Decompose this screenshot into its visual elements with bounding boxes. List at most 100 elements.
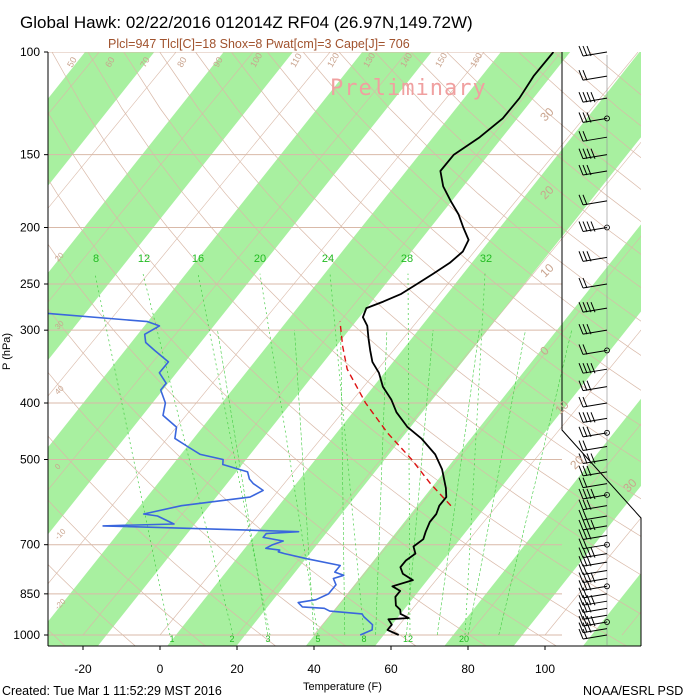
isotherm-band <box>48 52 155 186</box>
wind-barb-flag <box>582 465 588 477</box>
dry-adiabat-label: 70 <box>138 55 152 69</box>
wind-barb <box>578 277 608 289</box>
wind-barb <box>578 587 608 599</box>
wind-barb-flag <box>586 148 592 159</box>
wind-barb-flag <box>586 555 592 567</box>
dewpoint-line <box>48 312 374 636</box>
wind-barb-flag <box>590 148 596 159</box>
mixing-ratio-line <box>329 273 365 636</box>
dry-adiabat <box>48 371 347 646</box>
mixing-ratio-label: 20 <box>459 634 469 644</box>
moist-adiabat <box>375 330 388 636</box>
y-tick-label: 400 <box>20 396 40 410</box>
background-layer: Preliminary <box>48 52 641 646</box>
calm-wind-circle <box>604 347 610 354</box>
calm-wind-circle <box>604 224 610 231</box>
x-tick-label: 100 <box>535 662 555 676</box>
wind-barb-flag <box>578 488 584 500</box>
wind-barb-flag <box>578 148 584 159</box>
dry-adiabat-label: 150 <box>433 51 449 69</box>
wind-barb <box>578 344 610 355</box>
wind-barb-flag <box>582 148 588 159</box>
wind-barb-flag <box>582 622 588 633</box>
y-tick-label: 300 <box>20 323 40 337</box>
wind-barb <box>578 112 610 123</box>
wind-barb-flag <box>590 519 596 531</box>
wind-barb-flag <box>578 91 584 103</box>
isotherm-line <box>467 423 641 636</box>
dry-adiabat <box>48 178 557 646</box>
wind-barb-flag <box>578 131 584 142</box>
dry-adiabat-label: 160 <box>468 51 484 69</box>
mixing-ratio-line <box>464 273 486 636</box>
mixing-ratio-label: 5 <box>315 634 320 644</box>
wind-barb-flag <box>586 91 592 103</box>
moist-adiabat <box>498 330 572 636</box>
isotherm-line <box>48 52 408 491</box>
wind-barb-flag <box>578 564 584 575</box>
wind-barb-flag <box>586 112 592 123</box>
wind-barb-flag <box>586 221 592 232</box>
wind-barb-flag <box>590 363 596 374</box>
wind-barb <box>578 538 610 550</box>
wind-barb-flag <box>578 194 584 206</box>
mixing-ratio-label: 1 <box>169 634 174 644</box>
dry-adiabat <box>48 435 277 646</box>
isotherm-band <box>48 52 293 361</box>
moist-adiabat <box>217 330 269 636</box>
chart-subtitle: Plcl=947 Tlcl[C]=18 Shox=8 Pwat[cm]=3 Ca… <box>108 37 410 51</box>
wind-barb-flag <box>578 363 584 374</box>
dry-adiabat <box>48 499 207 646</box>
mixing-ratio-label: 20 <box>254 253 266 265</box>
wind-barb-flag <box>582 609 588 620</box>
wind-barb-flag <box>586 323 592 335</box>
wind-barb-flag <box>586 426 592 438</box>
isotherm-line <box>544 517 641 636</box>
wind-barb-flag <box>586 251 592 262</box>
wind-barb-flag <box>578 580 584 591</box>
dry-adiabat-label: 50 <box>65 55 79 69</box>
y-tick-label: 700 <box>20 538 40 552</box>
wind-barb-flag <box>578 426 584 438</box>
wind-barb-flag <box>582 488 588 500</box>
wind-barb-flag <box>582 547 588 558</box>
plot-right-border <box>561 52 642 646</box>
wind-barb <box>578 301 608 313</box>
wind-barb-flag <box>578 453 584 464</box>
mixing-ratio-label: 12 <box>138 253 150 265</box>
isotherm-line <box>48 52 177 209</box>
wind-barb <box>578 251 608 262</box>
wind-barb-flag <box>582 477 588 488</box>
wind-barb-flag <box>586 363 592 374</box>
mixing-ratio-label: 8 <box>361 634 366 644</box>
calm-wind-circle <box>604 541 610 548</box>
wind-barb-flag <box>578 301 584 313</box>
wind-barb-flag <box>582 615 588 627</box>
wind-barb-flag <box>578 628 584 640</box>
wind-barb-flag <box>582 509 588 521</box>
wind-barb-flag <box>590 221 596 232</box>
dry-adiabat <box>87 52 641 576</box>
wind-barb-flag <box>582 602 588 613</box>
skewt-temp-label: 30 <box>537 105 557 125</box>
wind-barb <box>578 609 608 620</box>
mixing-ratio-label: 2 <box>229 634 234 644</box>
wind-barb-flag <box>578 572 584 583</box>
isotherm-line <box>48 52 331 397</box>
wind-barb <box>578 91 608 103</box>
calm-wind-circle <box>604 115 610 122</box>
wind-barb-flag <box>582 323 588 335</box>
dry-adiabat <box>231 52 641 427</box>
wind-barb-flag <box>578 221 584 232</box>
x-tick-label: -20 <box>74 662 92 676</box>
wind-barb-flag <box>582 221 588 232</box>
isotherm-line <box>48 52 485 585</box>
wind-barb-flag <box>578 547 584 558</box>
temperature-line <box>361 52 555 636</box>
wind-barb-flag <box>586 164 592 176</box>
moist-adiabat <box>467 330 526 636</box>
isotherm-band <box>444 398 641 646</box>
wind-barb-flag <box>582 595 588 606</box>
mixing-ratio-label: 8 <box>93 253 99 265</box>
y-tick-label: 250 <box>20 277 40 291</box>
